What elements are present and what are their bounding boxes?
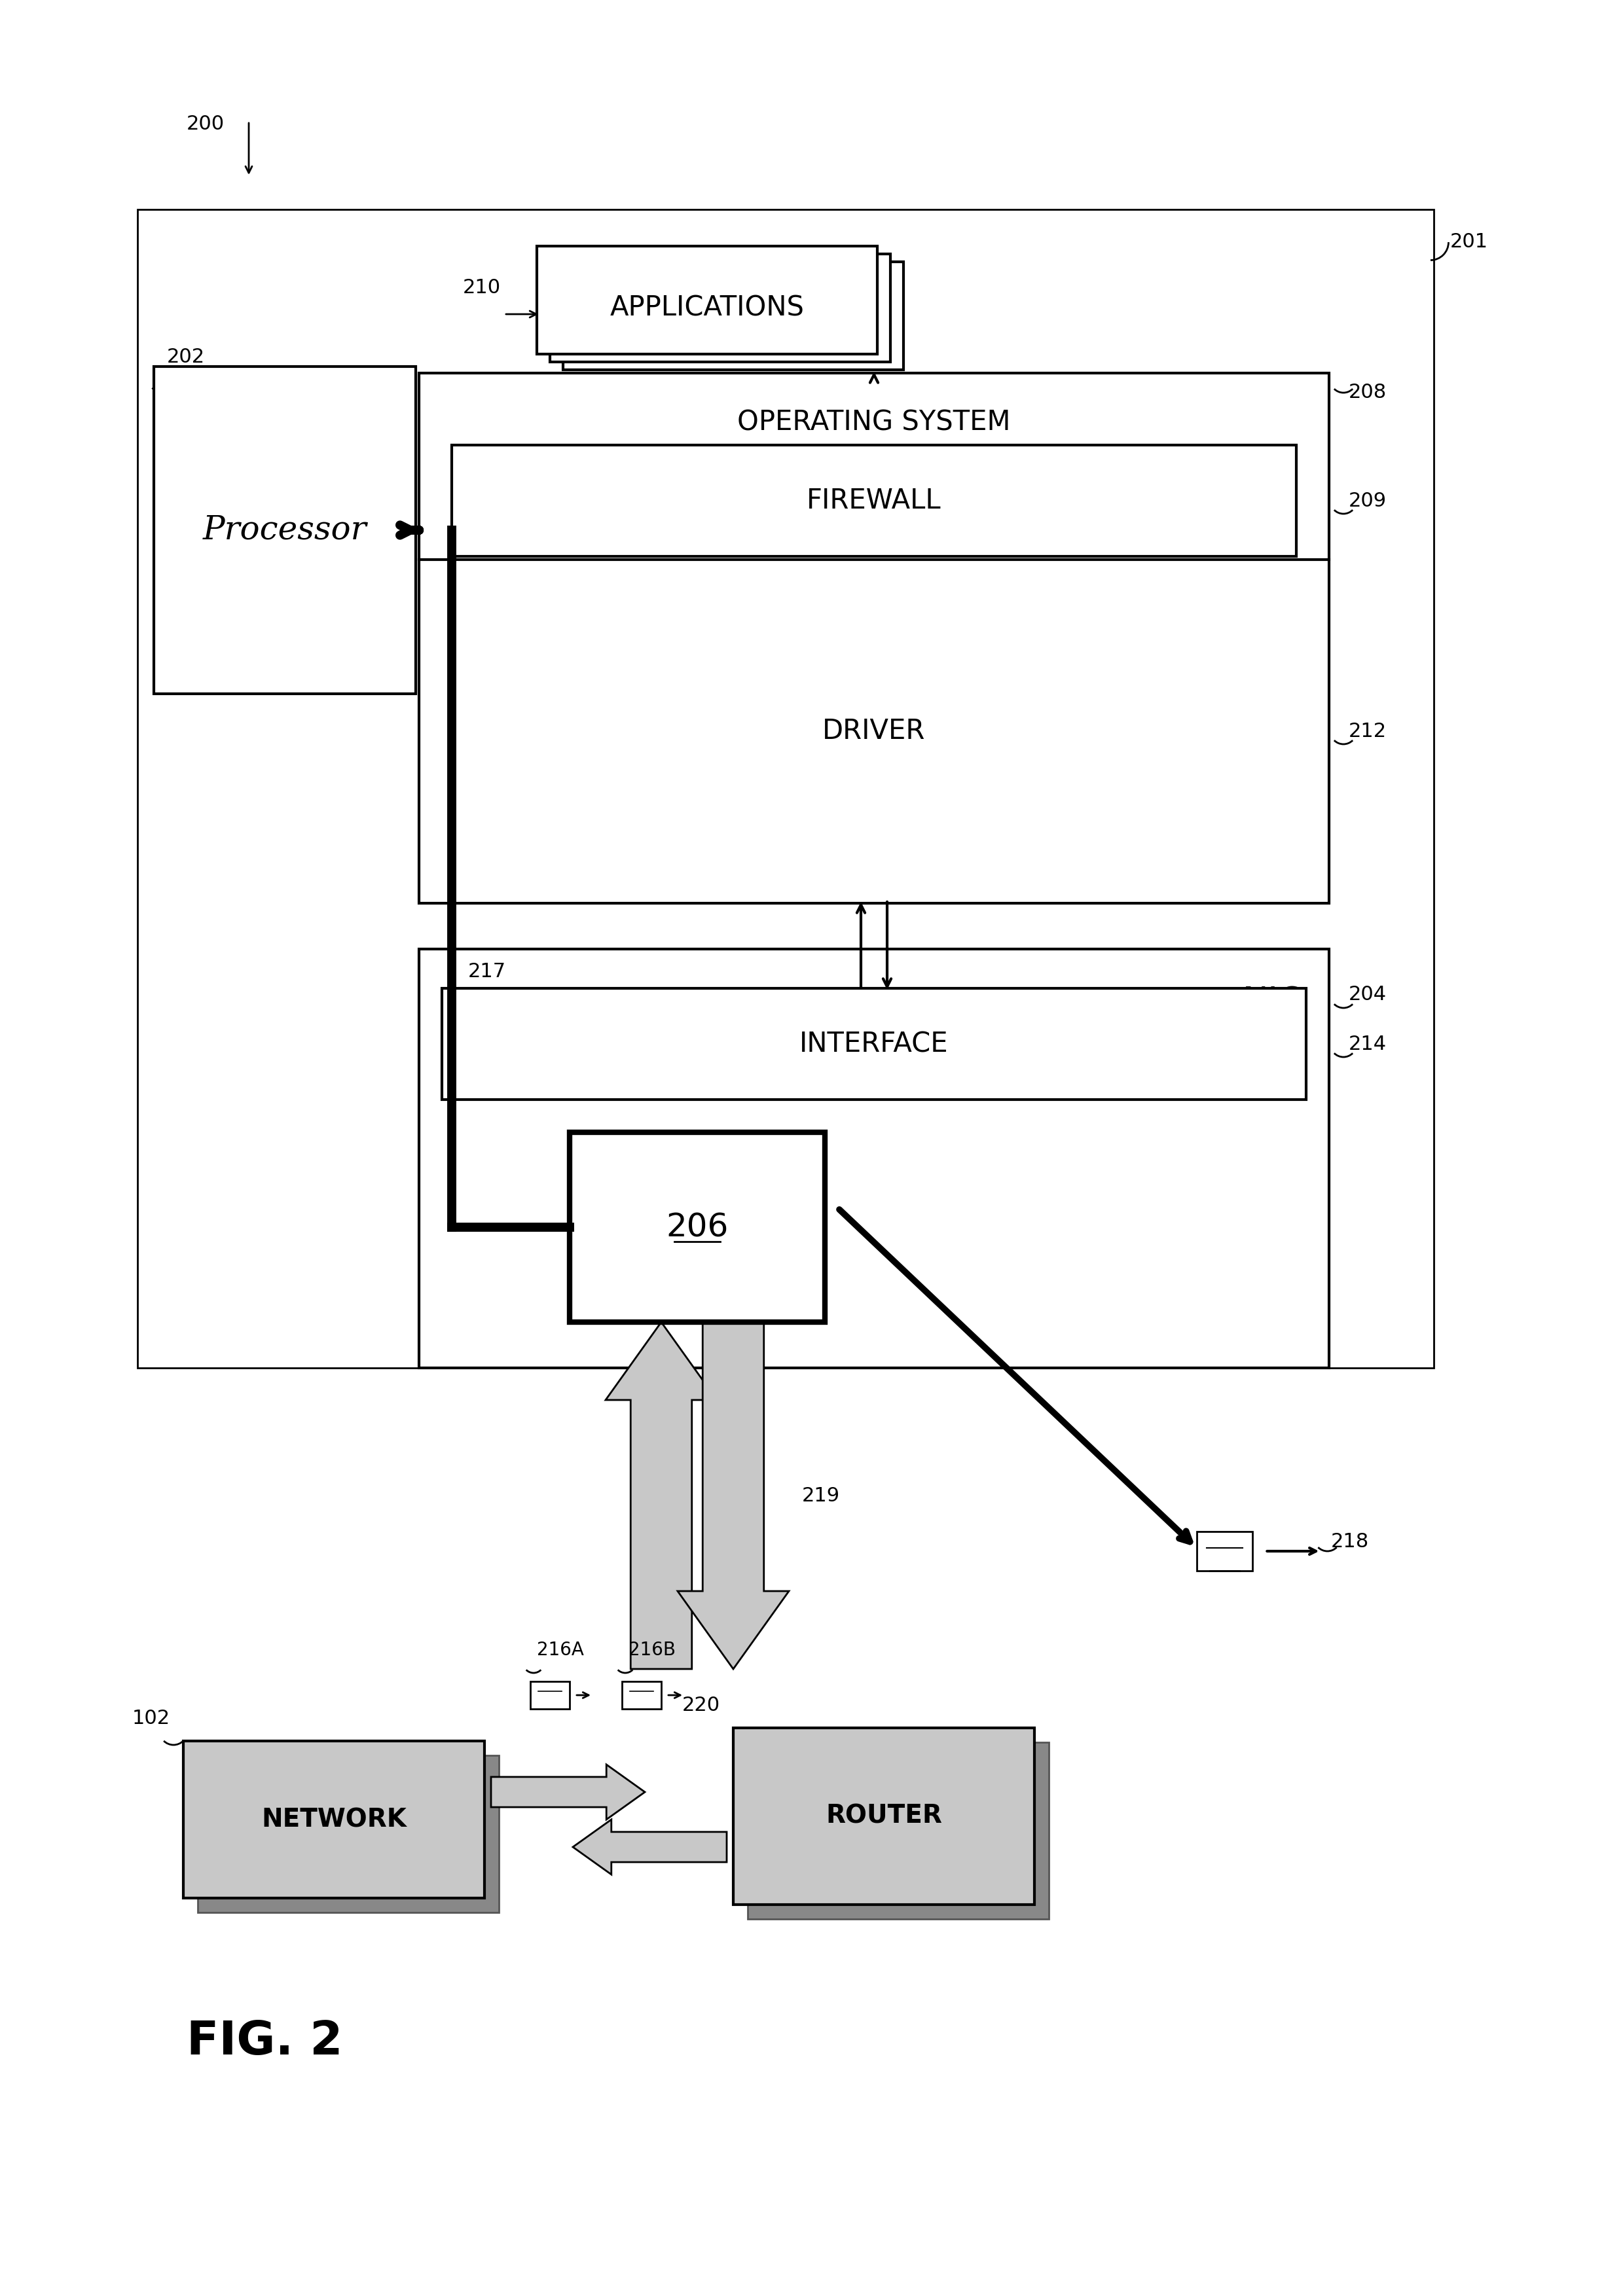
Text: 216A: 216A — [537, 1642, 584, 1660]
Text: 216B: 216B — [628, 1642, 675, 1660]
Bar — [451, 445, 1297, 556]
Bar — [441, 987, 1307, 1100]
Text: FIREWALL: FIREWALL — [807, 487, 941, 514]
Text: NIC: NIC — [1243, 985, 1303, 1019]
Text: 217: 217 — [467, 962, 506, 980]
Text: 208: 208 — [1349, 383, 1386, 402]
Bar — [1196, 1531, 1251, 1570]
Text: 214: 214 — [1349, 1035, 1386, 1054]
Text: 219: 219 — [802, 1486, 841, 1506]
Text: 209: 209 — [1349, 491, 1386, 510]
Bar — [622, 1681, 661, 1708]
Polygon shape — [678, 1322, 789, 1669]
Bar — [419, 372, 1329, 902]
Text: 212: 212 — [1349, 721, 1386, 742]
Text: 102: 102 — [131, 1708, 170, 1729]
Text: 201: 201 — [1451, 232, 1488, 250]
Text: APPLICATIONS: APPLICATIONS — [610, 294, 805, 321]
Text: 210: 210 — [463, 278, 502, 298]
Bar — [570, 1132, 824, 1322]
Text: 220: 220 — [682, 1697, 721, 1715]
Text: 200: 200 — [187, 115, 224, 133]
Text: NETWORK: NETWORK — [261, 1807, 406, 1832]
Text: 202: 202 — [167, 347, 204, 367]
Text: 204: 204 — [1349, 985, 1386, 1003]
Bar — [154, 367, 415, 693]
Text: Processor: Processor — [203, 514, 367, 546]
Bar — [748, 1743, 1048, 1919]
Bar — [563, 262, 904, 370]
Polygon shape — [605, 1322, 717, 1669]
Bar — [537, 246, 878, 354]
Bar — [419, 948, 1329, 1368]
Text: ROUTER: ROUTER — [826, 1805, 941, 1828]
Polygon shape — [492, 1766, 644, 1818]
Text: INTERFACE: INTERFACE — [800, 1031, 948, 1058]
Polygon shape — [573, 1818, 727, 1874]
Bar — [198, 1756, 498, 1913]
Text: DRIVER: DRIVER — [823, 716, 925, 744]
Text: FIG. 2: FIG. 2 — [187, 2020, 342, 2064]
Text: OPERATING SYSTEM: OPERATING SYSTEM — [737, 409, 1011, 436]
Bar — [138, 209, 1433, 1368]
Bar — [734, 1729, 1034, 1906]
Bar — [550, 255, 891, 363]
Bar — [531, 1681, 570, 1708]
Text: 218: 218 — [1331, 1531, 1368, 1550]
Text: 206: 206 — [665, 1212, 729, 1242]
Bar — [183, 1740, 485, 1899]
